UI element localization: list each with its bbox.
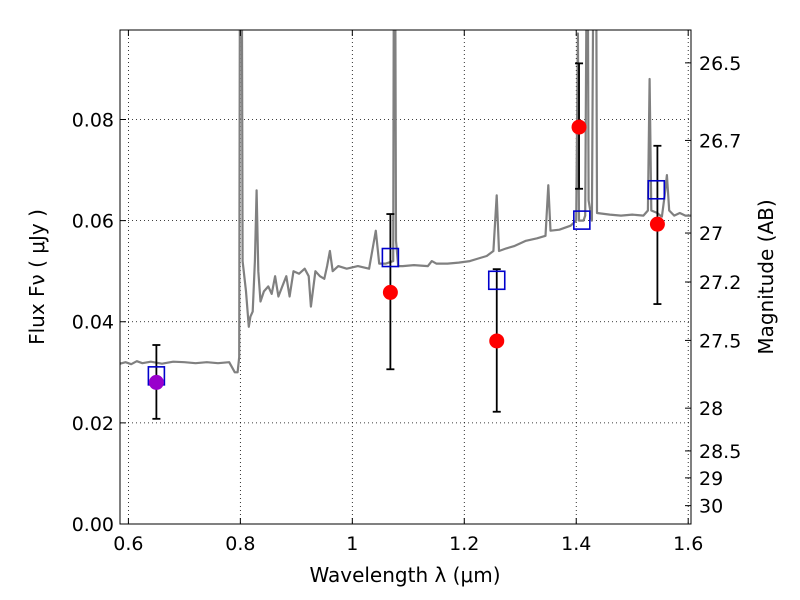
plot-area <box>120 30 691 524</box>
y-tick-label: 0.04 <box>72 312 114 334</box>
observed-point <box>148 374 164 390</box>
magnitude-tick-label: 26.5 <box>699 53 741 75</box>
model-band-square <box>573 210 591 230</box>
model-band-square <box>381 247 400 268</box>
x-tick-label: 0.8 <box>225 533 255 555</box>
series-layer <box>120 30 691 420</box>
magnitude-tick-label: 27.2 <box>699 272 741 294</box>
y-tick-label: 0.00 <box>72 514 114 536</box>
axes: 0.6 0.8 1 1.2 1.4 1.6 0.00 0.02 0.04 0.06 0.08 26.5… <box>72 30 741 555</box>
observed-point <box>382 284 398 300</box>
x-tick-label: 1.6 <box>673 533 703 555</box>
magnitude-tick-label: 27 <box>699 223 723 245</box>
plot-frame <box>119 29 692 525</box>
observed-point <box>649 216 665 232</box>
magnitude-tick-label: 30 <box>699 496 723 518</box>
x-tick-label: 0.6 <box>113 533 143 555</box>
magnitude-tick-label: 29 <box>699 468 723 490</box>
magnitude-tick-label: 26.7 <box>699 130 741 152</box>
x-tick-label: 1.2 <box>449 533 479 555</box>
x-tick-label: 1.4 <box>561 533 591 555</box>
magnitude-tick-label: 27.5 <box>699 330 741 352</box>
spectrum-line <box>120 30 691 374</box>
model-band-square <box>487 270 506 291</box>
magnitude-axis-title: Magnitude (AB) <box>754 199 778 354</box>
y-tick-label: 0.02 <box>72 413 114 435</box>
magnitude-tick-label: 28 <box>699 398 723 420</box>
model-band-square <box>647 179 666 200</box>
observed-point <box>571 119 587 135</box>
x-axis-title: Wavelength λ (μm) <box>309 563 500 587</box>
y-tick-label: 0.06 <box>72 211 114 233</box>
observed-point <box>489 333 505 349</box>
y-axis-title: Flux Fν ( μJy ) <box>25 209 49 345</box>
x-tick-label: 1 <box>346 533 358 555</box>
magnitude-tick-label: 28.5 <box>699 441 741 463</box>
y-tick-label: 0.08 <box>72 109 114 131</box>
